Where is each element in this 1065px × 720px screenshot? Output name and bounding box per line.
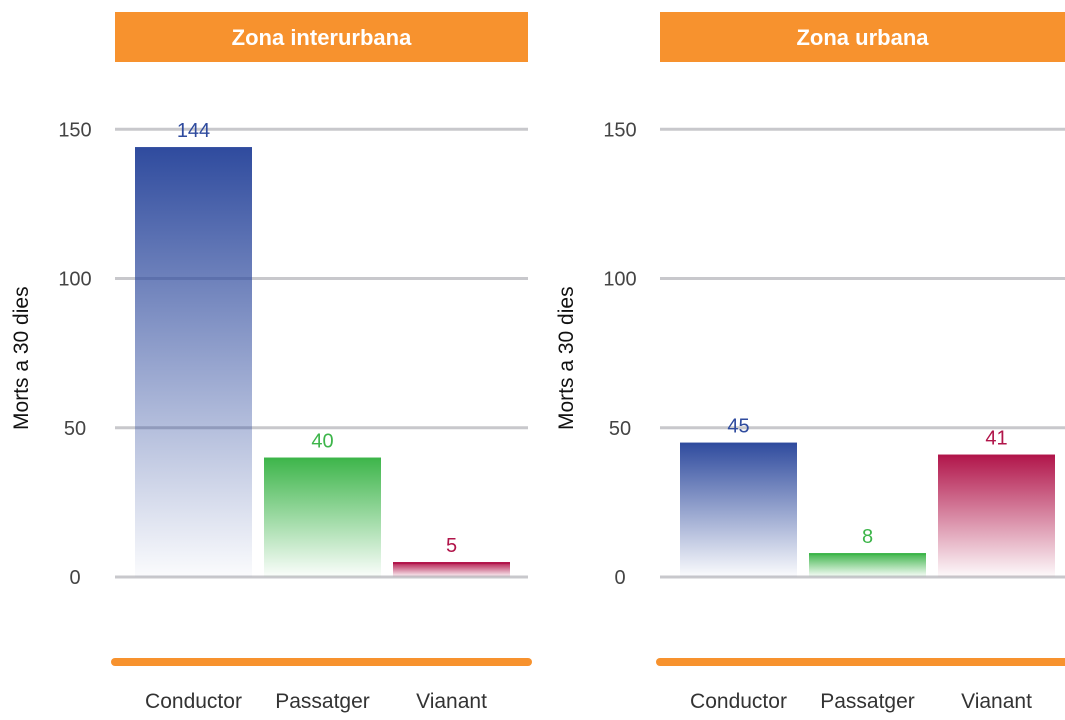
y-tick-label: 150 [603,119,636,141]
category-label: Vianant [961,690,1032,713]
y-tick-label: 100 [58,269,91,291]
value-label: 8 [862,526,873,548]
panel-header [660,12,1065,62]
bar-passatger [809,553,926,577]
value-label: 144 [177,120,210,142]
value-label: 5 [446,535,457,557]
value-label: 41 [985,428,1007,450]
chart-panel-1: Zona interurbana 0 50 100 150 Morts a 30 dies… [10,12,532,713]
y-tick-label: 50 [609,418,631,440]
bar-passatger [264,457,381,577]
y-tick-label: 0 [69,567,80,589]
y-tick-label: 0 [614,567,625,589]
category-label: Vianant [416,690,487,713]
bar-top-edge [680,442,797,445]
bar-top-edge [135,147,252,150]
bar-conductor [135,147,252,577]
bar-vianant [938,454,1055,577]
category-label: Conductor [690,690,787,713]
panel-title: Zona interurbana [232,25,412,50]
y-axis-label: Morts a 30 dies [555,286,578,430]
panel-header [115,12,528,62]
category-label: Conductor [145,690,242,713]
panel-title: Zona urbana [796,25,929,50]
chart-panel-2: Zona urbana 0 50 100 150 Morts a 30 dies 45 Con… [555,12,1065,713]
y-tick-label: 50 [64,418,86,440]
bar-top-edge [938,454,1055,457]
y-tick-label: 100 [603,269,636,291]
value-label: 40 [311,431,333,453]
category-label: Passatger [275,690,370,713]
category-label: Passatger [820,690,915,713]
bar-top-edge [809,553,926,556]
y-axis-label: Morts a 30 dies [10,286,33,430]
bar-conductor [680,442,797,577]
bar-top-edge [264,457,381,460]
value-label: 45 [727,416,749,438]
bar-vianant [393,562,510,577]
y-tick-label: 150 [58,119,91,141]
bar-top-edge [393,562,510,565]
